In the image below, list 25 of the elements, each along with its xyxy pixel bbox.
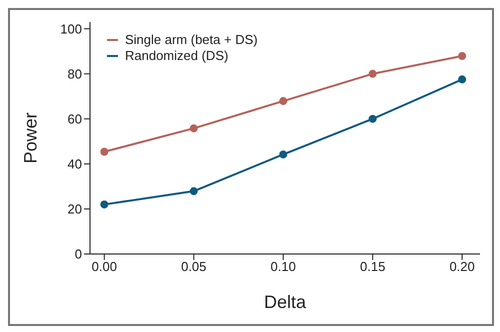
x-tick-label: 0.10 — [270, 259, 296, 274]
y-axis-title: Power — [20, 112, 40, 164]
x-tick-label: 0.05 — [181, 259, 206, 274]
y-tick-label: 20 — [68, 202, 82, 217]
point — [279, 97, 288, 106]
point — [368, 114, 377, 123]
point — [100, 148, 108, 156]
point — [100, 200, 108, 208]
point — [458, 75, 466, 84]
x-tick-label: 0.15 — [360, 259, 386, 274]
point — [279, 150, 288, 158]
y-tick-label: 60 — [68, 111, 82, 126]
point — [190, 187, 198, 196]
y-tick-label: 80 — [68, 66, 82, 82]
y-tick-label: 100 — [60, 21, 82, 36]
x-tick-label: 0.20 — [449, 259, 475, 274]
x-axis-title: Delta — [264, 292, 307, 312]
point — [368, 70, 377, 78]
y-tick-label: 0 — [74, 246, 82, 262]
y-tick-label: 40 — [68, 156, 82, 172]
point — [190, 124, 198, 132]
legend-label: Randomized (DS) — [125, 48, 228, 64]
legend-label: Single arm (beta + DS) — [125, 32, 258, 48]
x-tick-label: 0.00 — [92, 259, 117, 274]
point — [458, 52, 466, 60]
